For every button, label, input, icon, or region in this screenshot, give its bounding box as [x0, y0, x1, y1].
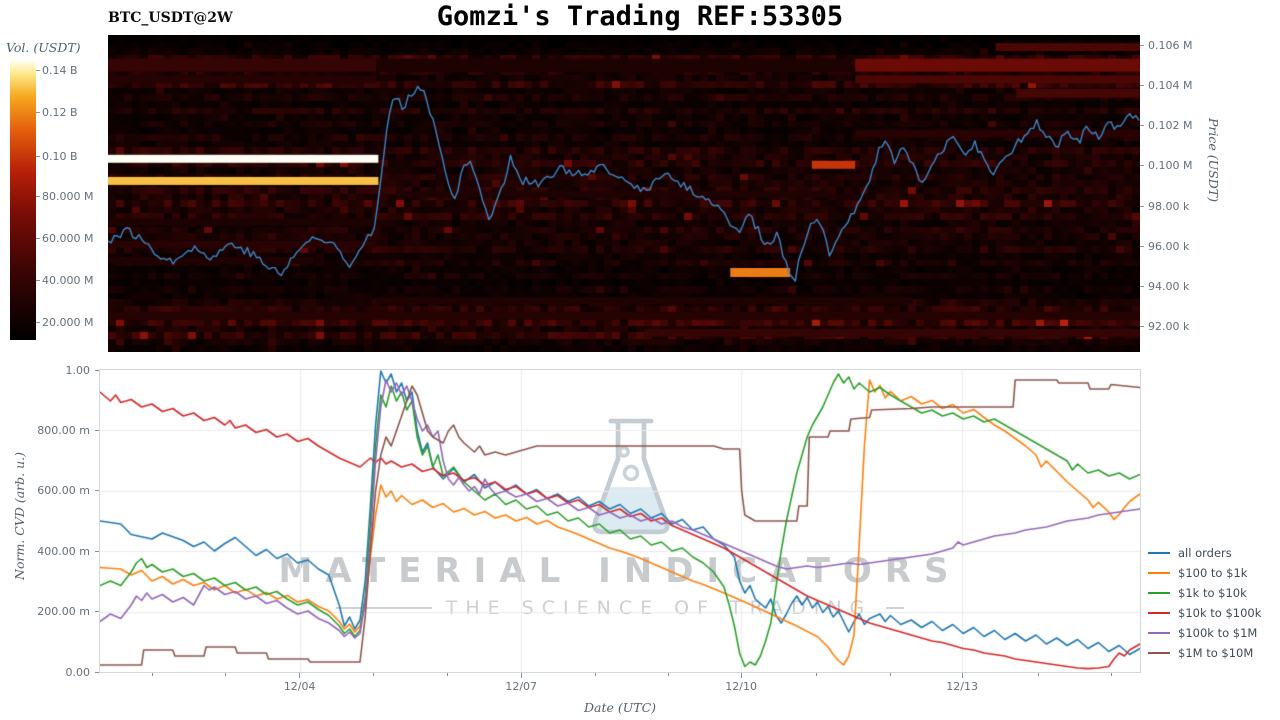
colorbar-tick-mark	[36, 69, 40, 71]
price-tick-mark	[1140, 84, 1144, 86]
colorbar-tick-label: 0.12 B	[42, 106, 78, 120]
colorbar-tick-label: 40.000 M	[42, 273, 94, 287]
cvd-ytick-label: 400.00 m	[37, 544, 90, 558]
legend-item: $100k to $1M	[1148, 623, 1261, 643]
cvd-xtick-mark	[740, 673, 742, 678]
legend-item: $100 to $1k	[1148, 563, 1261, 583]
legend-line-swatch	[1148, 571, 1170, 575]
legend-label: all orders	[1178, 546, 1232, 560]
price-tick-label: 0.104 M	[1148, 78, 1193, 92]
legend-line-swatch	[1148, 591, 1170, 595]
cvd-xtick-minor-mark	[1037, 673, 1039, 676]
legend-item: $1k to $10k	[1148, 583, 1261, 603]
price-tick-mark	[1140, 165, 1144, 167]
cvd-ytick-label: 0.00	[65, 665, 91, 679]
cvd-xtick-label: 12/04	[283, 680, 316, 693]
legend-item: all orders	[1148, 543, 1261, 563]
cvd-xtick-minor-mark	[816, 673, 818, 676]
colorbar-tick-mark	[36, 195, 40, 197]
colorbar-tick-mark	[36, 279, 40, 281]
cvd-xtick-minor-mark	[668, 673, 670, 676]
price-tick-label: 0.102 M	[1148, 119, 1193, 133]
cvd-y-axis-label: Norm. CVD (arb. u.)	[12, 452, 27, 580]
price-tick-mark	[1140, 286, 1144, 288]
price-tick-label: 94.00 k	[1148, 280, 1190, 294]
legend-item: $1M to $10M	[1148, 643, 1261, 663]
legend: all orders $100 to $1k $1k to $10k $10k to …	[1148, 543, 1261, 663]
cvd-xtick-mark	[961, 673, 963, 678]
cvd-ytick-label: 800.00 m	[37, 423, 90, 437]
price-tick-label: 96.00 k	[1148, 239, 1190, 253]
cvd-xtick-minor-mark	[594, 673, 596, 676]
cvd-xtick-label: 12/10	[725, 680, 757, 693]
legend-label: $1k to $10k	[1178, 586, 1247, 600]
price-axis-label: Price (USDT)	[1206, 118, 1221, 202]
colorbar-tick-label: 0.14 B	[42, 63, 78, 77]
price-tick-mark	[1140, 44, 1144, 46]
colorbar-tick-mark	[36, 155, 40, 157]
colorbar-tick-label: 60.000 M	[42, 231, 94, 245]
colorbar-tick-label: 0.10 B	[42, 149, 78, 163]
colorbar-tick-mark	[36, 112, 40, 114]
legend-label: $10k to $100k	[1178, 606, 1262, 620]
cvd-ytick-mark	[95, 429, 99, 431]
legend-label: $100 to $1k	[1178, 566, 1248, 580]
price-tick-label: 0.100 M	[1148, 159, 1193, 173]
cvd-ytick-label: 600.00 m	[37, 484, 90, 498]
price-tick-mark	[1140, 125, 1144, 127]
cvd-xtick-minor-mark	[1111, 673, 1113, 676]
cvd-xtick-label: 12/13	[946, 680, 978, 693]
cvd-xtick-minor-mark	[151, 673, 153, 676]
liquidity-heatmap-canvas	[108, 35, 1140, 352]
cvd-xtick-minor-mark	[225, 673, 227, 676]
price-tick-label: 92.00 k	[1148, 320, 1190, 334]
volume-colorbar	[10, 60, 36, 340]
price-tick-mark	[1140, 245, 1144, 247]
colorbar-tick-mark	[36, 321, 40, 323]
legend-line-swatch	[1148, 611, 1170, 615]
cvd-ytick-mark	[95, 611, 99, 613]
date-axis-label: Date (UTC)	[583, 700, 657, 715]
legend-item: $10k to $100k	[1148, 603, 1261, 623]
legend-line-swatch	[1148, 551, 1170, 555]
colorbar-tick-mark	[36, 237, 40, 239]
cvd-ytick-label: 200.00 m	[37, 605, 90, 619]
colorbar-tick-label: 80.000 M	[42, 189, 94, 203]
cvd-chart-canvas	[100, 370, 1140, 672]
price-tick-label: 98.00 k	[1148, 199, 1190, 213]
cvd-ytick-mark	[95, 369, 99, 371]
cvd-ytick-mark	[95, 490, 99, 492]
cvd-ytick-mark	[95, 550, 99, 552]
cvd-xtick-minor-mark	[889, 673, 891, 676]
cvd-xtick-minor-mark	[373, 673, 375, 676]
colorbar-tick-label: 20.000 M	[42, 315, 94, 329]
legend-line-swatch	[1148, 651, 1170, 655]
price-tick-mark	[1140, 326, 1144, 328]
cvd-xtick-minor-mark	[446, 673, 448, 676]
colorbar-axis-label: Vol. (USDT)	[6, 40, 81, 55]
cvd-xtick-label: 12/07	[505, 680, 538, 693]
cvd-ytick-mark	[95, 671, 99, 673]
symbol-timeframe-label: BTC_USDT@2W	[108, 10, 233, 26]
cvd-xtick-mark	[299, 673, 301, 678]
legend-line-swatch	[1148, 631, 1170, 635]
cvd-xtick-mark	[520, 673, 522, 678]
cvd-plot-frame	[99, 369, 1141, 673]
price-tick-label: 0.106 M	[1148, 38, 1193, 52]
legend-label: $100k to $1M	[1178, 626, 1258, 640]
legend-label: $1M to $10M	[1178, 646, 1254, 660]
page-title: Gomzi's Trading REF:53305	[436, 1, 844, 32]
price-tick-mark	[1140, 205, 1144, 207]
cvd-ytick-label: 1.00	[65, 363, 91, 377]
